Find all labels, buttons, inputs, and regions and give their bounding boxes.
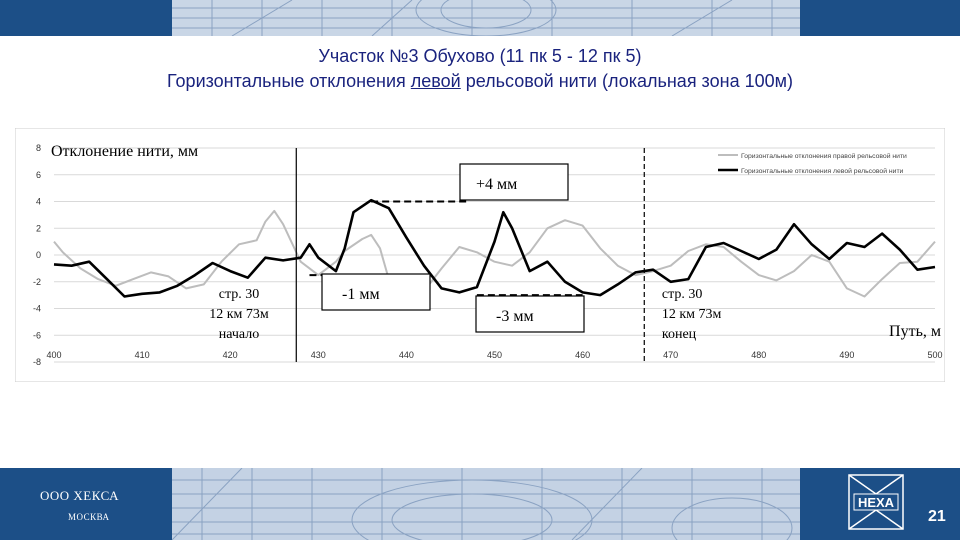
x-tick-label: 440 — [399, 350, 414, 360]
hexa-logo: HEXA — [848, 474, 904, 530]
marker-label: 12 км 73м — [662, 307, 722, 322]
y-tick-label: -2 — [33, 277, 41, 287]
y-tick-label: 0 — [36, 250, 41, 260]
chart-annotations: +4 мм -1 мм -3 мм — [309, 163, 585, 333]
annotation-box — [321, 273, 431, 311]
x-tick-label: 430 — [311, 350, 326, 360]
series-right-rail-line — [53, 209, 936, 298]
annotation-box — [475, 295, 585, 333]
y-axis-title: Отклонение нити, мм — [51, 143, 198, 160]
x-tick-label: 480 — [751, 350, 766, 360]
chart-markers: стр. 30 12 км 73м начало стр. 30 12 км 73м ко… — [209, 148, 722, 362]
marker-label: 12 км 73м — [209, 307, 269, 322]
y-tick-label: -8 — [33, 357, 41, 367]
marker-label: начало — [219, 327, 260, 342]
x-tick-label: 400 — [46, 350, 61, 360]
annotation-label: +4 мм — [476, 176, 517, 193]
svg-text:HEXA: HEXA — [858, 495, 895, 510]
deviation-chart: стр. 30 12 км 73м начало стр. 30 12 км 73м ко… — [15, 128, 945, 382]
page-number: 21 — [928, 508, 946, 525]
legend-label: Горизонтальные отклонения правой рельсов… — [741, 152, 907, 160]
annotation-label: -3 мм — [496, 308, 534, 325]
subtitle-emphasis: левой — [410, 71, 461, 91]
cad-mesh-image — [172, 0, 800, 36]
marker-label: стр. 30 — [219, 287, 260, 302]
x-tick-label: 490 — [839, 350, 854, 360]
x-tick-label: 500 — [927, 350, 942, 360]
company-city: МОСКВА — [68, 512, 110, 522]
chart-legend: Горизонтальные отклонения правой рельсов… — [718, 152, 907, 175]
slide-subtitle: Горизонтальные отклонения левой рельсово… — [167, 71, 793, 91]
marker-label: конец — [662, 327, 697, 342]
cad-mesh-image-bottom — [172, 468, 800, 540]
x-tick-label: 410 — [135, 350, 150, 360]
chart-grid — [54, 147, 935, 363]
y-tick-label: 6 — [36, 170, 41, 180]
annotation-label: -1 мм — [342, 286, 380, 303]
chart-series — [53, 198, 936, 298]
x-tick-label: 460 — [575, 350, 590, 360]
x-tick-label: 470 — [663, 350, 678, 360]
y-tick-label: -6 — [33, 330, 41, 340]
marker-label: стр. 30 — [662, 287, 703, 302]
annotation-box — [459, 163, 569, 201]
y-tick-label: 4 — [36, 197, 41, 207]
y-tick-label: 8 — [36, 143, 41, 153]
company-name: ООО ХЕКСА — [40, 488, 120, 503]
x-tick-label: 420 — [223, 350, 238, 360]
bottom-banner — [0, 468, 960, 540]
y-tick-label: -4 — [33, 304, 41, 314]
legend-label: Горизонтальные отклонения левой рельсово… — [741, 167, 904, 175]
x-axis-title: Путь, м — [889, 323, 941, 340]
series-left-rail-line — [53, 198, 936, 298]
y-tick-label: 2 — [36, 223, 41, 233]
slide-title: Участок №3 Обухово (11 пк 5 - 12 пк 5) — [318, 46, 642, 66]
top-banner — [0, 0, 960, 36]
x-tick-label: 450 — [487, 350, 502, 360]
